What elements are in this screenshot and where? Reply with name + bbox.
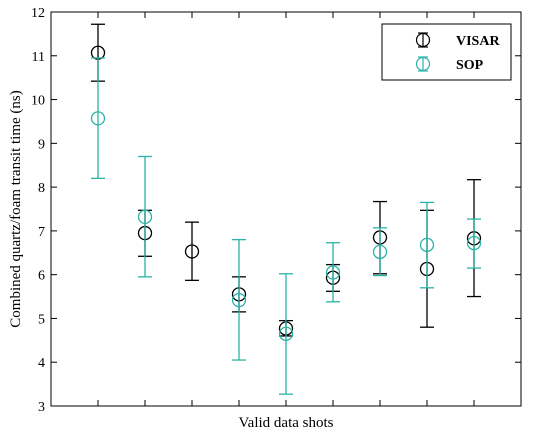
- y-tick-label-10: 10: [31, 94, 45, 109]
- marker-sop-2: [137, 209, 153, 225]
- y-tick-label-4: 4: [38, 356, 45, 371]
- y-tick-label-3: 3: [38, 400, 45, 415]
- legend-sop-marker: [415, 56, 431, 72]
- legend-visar-label: VISAR: [456, 34, 500, 49]
- y-axis-label: Combined quartz/foam transit time (ns): [8, 90, 24, 327]
- legend: VISAR SOP: [381, 23, 512, 81]
- legend-visar-marker: [415, 32, 431, 48]
- legend-box: [381, 23, 512, 81]
- x-axis-label: Valid data shots: [239, 415, 334, 431]
- marker-sop-4: [231, 292, 247, 308]
- y-tick-label-11: 11: [32, 50, 45, 65]
- legend-entry-visar: VISAR: [415, 32, 500, 49]
- series-layer: [90, 23, 482, 395]
- y-tick-label-8: 8: [38, 181, 45, 196]
- x-axis: [97, 12, 475, 406]
- y-axis: 3 4 5 6 7 8 9 10 11 12: [31, 6, 521, 415]
- marker-sop-7: [372, 244, 388, 260]
- y-tick-label-6: 6: [38, 269, 45, 284]
- y-tick-label-7: 7: [38, 225, 45, 240]
- marker-sop-8: [419, 237, 435, 253]
- y-tick-label-12: 12: [31, 6, 45, 21]
- marker-sop-6: [325, 265, 341, 280]
- legend-sop-label: SOP: [456, 58, 484, 73]
- marker-sop-5: [278, 326, 294, 341]
- y-tick-label-5: 5: [38, 312, 45, 327]
- legend-entry-sop: SOP: [415, 56, 484, 73]
- marker-sop-1: [90, 111, 106, 126]
- y-tick-label-9: 9: [38, 137, 45, 152]
- marker-sop-9: [466, 235, 482, 251]
- series-sop: [90, 57, 482, 395]
- marker-visar-3: [184, 244, 200, 259]
